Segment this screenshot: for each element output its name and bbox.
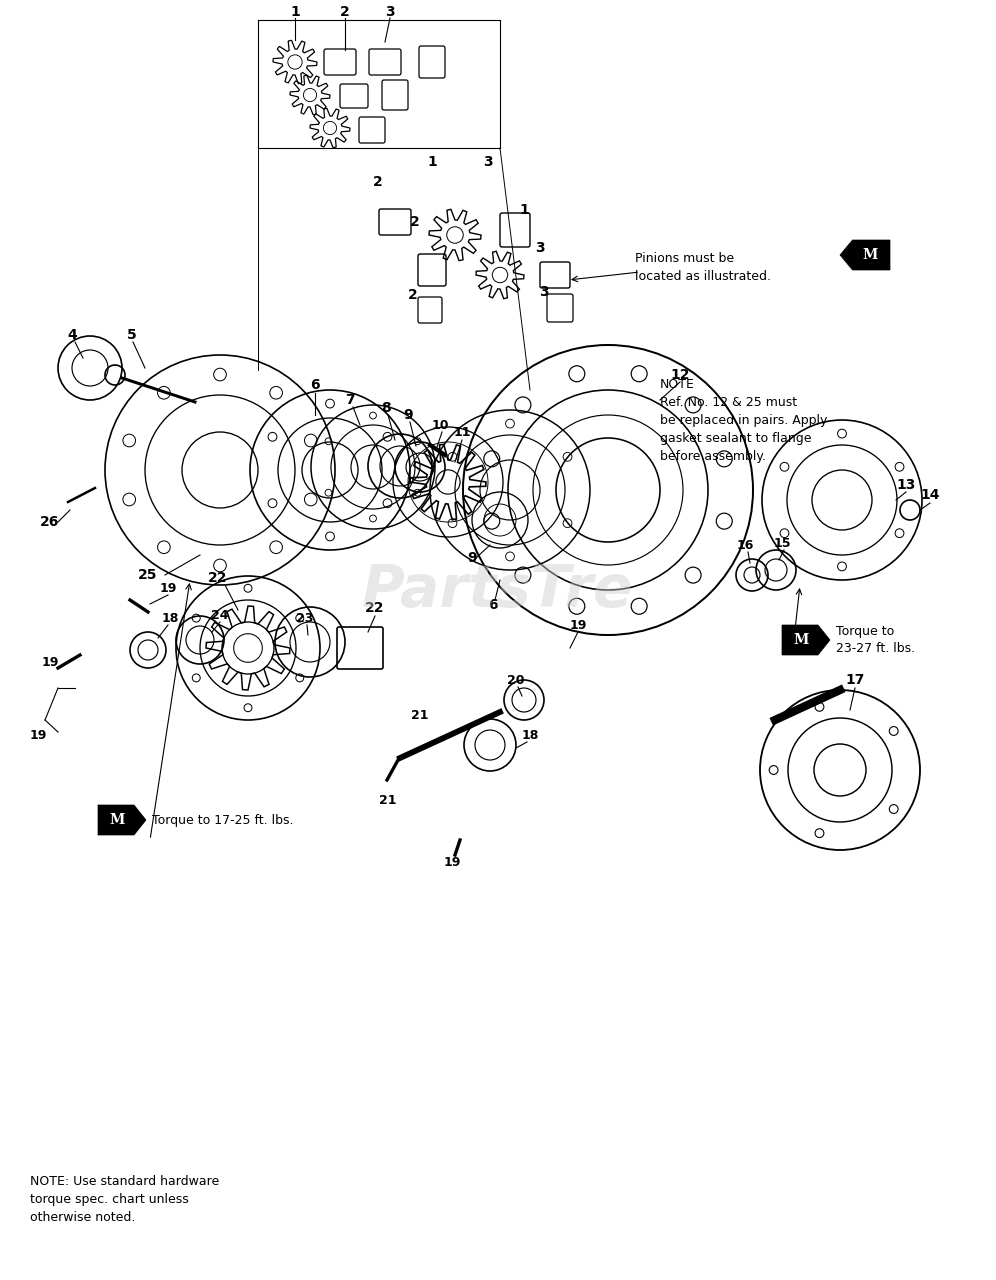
Text: 4: 4 <box>67 328 77 342</box>
Text: 9: 9 <box>467 550 477 564</box>
Text: 8: 8 <box>381 401 390 415</box>
Text: 13: 13 <box>896 477 915 492</box>
Text: 1: 1 <box>427 155 437 169</box>
Text: 22: 22 <box>208 571 228 585</box>
Text: 22: 22 <box>366 602 384 614</box>
Text: 2: 2 <box>340 5 350 19</box>
Text: 19: 19 <box>29 728 47 741</box>
Text: 6: 6 <box>310 378 320 392</box>
Text: 3: 3 <box>539 285 549 300</box>
Text: 10: 10 <box>431 419 449 431</box>
Text: 21: 21 <box>411 709 428 722</box>
Text: 9: 9 <box>403 408 412 422</box>
Text: PartsTre: PartsTre <box>363 562 633 618</box>
Text: 19: 19 <box>443 855 461 869</box>
Text: 24: 24 <box>211 608 229 622</box>
Text: 25: 25 <box>138 568 157 582</box>
Text: 19: 19 <box>570 618 587 631</box>
Text: 2: 2 <box>374 175 382 189</box>
Text: NOTE: Use standard hardware
torque spec. chart unless
otherwise noted.: NOTE: Use standard hardware torque spec.… <box>30 1175 219 1224</box>
Text: 1: 1 <box>519 204 529 218</box>
Text: 17: 17 <box>846 673 865 687</box>
Text: Pinions must be
located as illustrated.: Pinions must be located as illustrated. <box>635 252 771 283</box>
Polygon shape <box>98 805 146 835</box>
Text: 20: 20 <box>507 673 525 686</box>
Text: 23: 23 <box>297 612 314 625</box>
Text: 19: 19 <box>41 655 59 668</box>
Text: 21: 21 <box>379 794 396 806</box>
Text: M: M <box>863 248 877 262</box>
Text: 2: 2 <box>410 215 420 229</box>
Text: 3: 3 <box>385 5 394 19</box>
Text: 3: 3 <box>535 241 545 255</box>
Text: 5: 5 <box>127 328 136 342</box>
Text: 26: 26 <box>40 515 60 529</box>
Text: 7: 7 <box>346 393 355 407</box>
Text: 18: 18 <box>161 612 178 625</box>
Text: 19: 19 <box>159 581 176 594</box>
Text: NOTE
Ref. No. 12 & 25 must
be replaced in pairs. Apply
gasket sealant to flange
: NOTE Ref. No. 12 & 25 must be replaced i… <box>660 378 828 463</box>
Text: 6: 6 <box>488 598 498 612</box>
Polygon shape <box>840 241 890 270</box>
Text: M: M <box>794 634 809 646</box>
Text: 18: 18 <box>521 728 539 741</box>
Text: 12: 12 <box>670 369 690 381</box>
Polygon shape <box>782 625 830 655</box>
Text: 1: 1 <box>290 5 300 19</box>
Text: 2: 2 <box>408 288 418 302</box>
Text: 3: 3 <box>483 155 493 169</box>
Text: 11: 11 <box>453 425 471 439</box>
Text: 16: 16 <box>736 539 754 552</box>
Text: 14: 14 <box>920 488 940 502</box>
Text: Torque to 17-25 ft. lbs.: Torque to 17-25 ft. lbs. <box>152 814 294 827</box>
Text: M: M <box>110 813 124 827</box>
Text: 15: 15 <box>773 536 791 549</box>
Text: Torque to
23-27 ft. lbs.: Torque to 23-27 ft. lbs. <box>836 625 915 655</box>
